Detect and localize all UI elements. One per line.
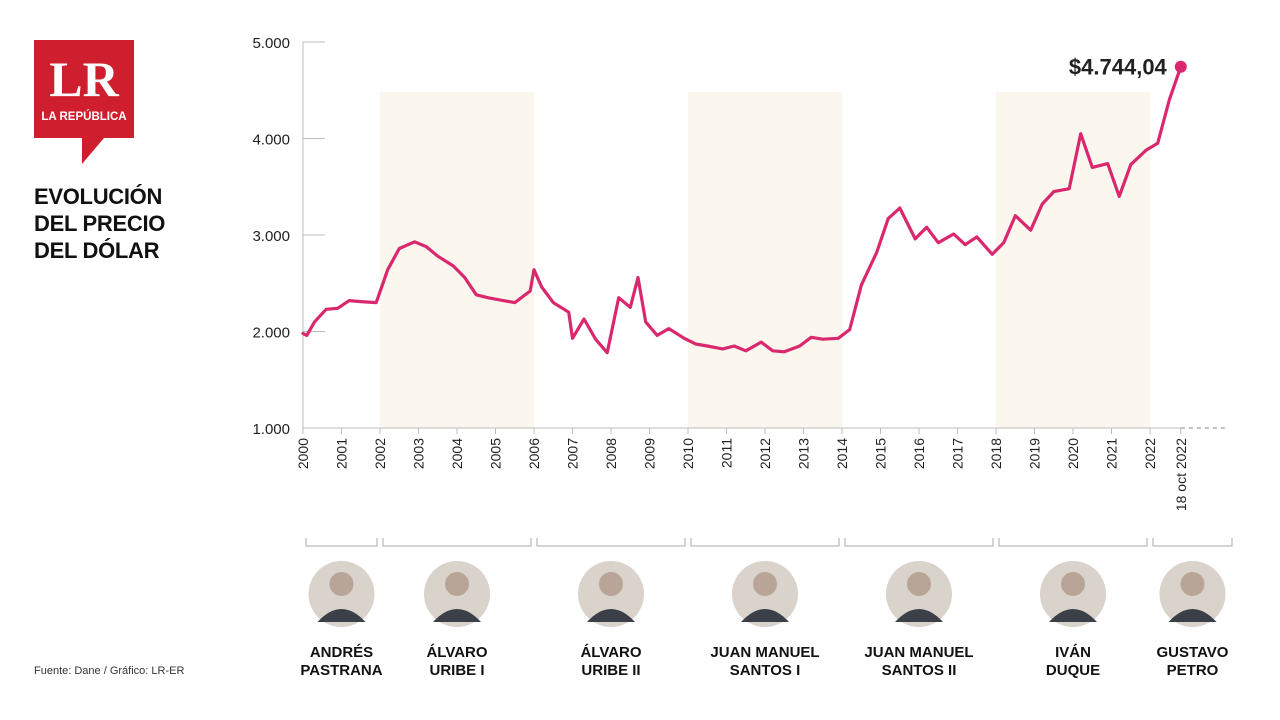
president-name-line1: JUAN MANUEL bbox=[710, 644, 819, 661]
x-tick-label: 2017 bbox=[950, 438, 966, 469]
term-band bbox=[996, 92, 1150, 428]
president-name-line2: PETRO bbox=[1167, 662, 1219, 679]
portrait-head bbox=[445, 572, 469, 596]
portrait-head bbox=[907, 572, 931, 596]
president-name-line1: GUSTAVO bbox=[1157, 644, 1229, 661]
y-tick-label: 4.000 bbox=[252, 132, 290, 149]
term-bracket bbox=[844, 538, 994, 547]
x-tick-label: 2011 bbox=[719, 438, 735, 468]
dollar-price-line bbox=[301, 65, 1183, 355]
x-tick-label: 2013 bbox=[796, 438, 812, 469]
president-name-line2: PASTRANA bbox=[300, 662, 382, 679]
portrait-body bbox=[1168, 609, 1217, 622]
president-name-line1: ÁLVARO bbox=[426, 644, 487, 661]
president-name-line2: SANTOS II bbox=[882, 662, 957, 679]
last-value-label: $4.744,04 bbox=[1069, 55, 1168, 80]
term-bracket bbox=[305, 538, 378, 547]
portrait-head bbox=[599, 572, 623, 596]
x-tick-label: 2020 bbox=[1065, 438, 1081, 469]
x-tick-label: 18 oct 2022 bbox=[1173, 438, 1189, 511]
portrait-head bbox=[1061, 572, 1085, 596]
logo-text: LR bbox=[49, 51, 119, 107]
x-tick-label: 2022 bbox=[1142, 438, 1158, 469]
y-tick-label: 5.000 bbox=[252, 35, 290, 52]
title-line: DEL DÓLAR bbox=[34, 238, 160, 263]
x-tick-label: 2003 bbox=[411, 438, 427, 469]
title-line: DEL PRECIO bbox=[34, 211, 166, 236]
y-tick-label: 3.000 bbox=[252, 228, 290, 245]
president-name-line2: SANTOS I bbox=[730, 662, 801, 679]
portrait-head bbox=[329, 572, 354, 596]
x-tick-label: 2019 bbox=[1027, 438, 1043, 469]
x-tick-label: 2002 bbox=[372, 438, 388, 469]
x-tick-label: 2008 bbox=[603, 438, 619, 469]
president-name-line1: IVÁN bbox=[1055, 644, 1091, 661]
y-tick-label: 2.000 bbox=[252, 325, 290, 342]
portrait-head bbox=[1180, 572, 1205, 596]
portrait-body bbox=[317, 609, 366, 622]
portrait-body bbox=[587, 609, 635, 622]
portrait-head bbox=[753, 572, 777, 596]
term-bracket bbox=[382, 538, 532, 547]
x-tick-label: 2000 bbox=[295, 438, 311, 469]
term-bracket bbox=[536, 538, 686, 547]
x-tick-label: 2021 bbox=[1104, 438, 1120, 469]
x-tick-label: 2009 bbox=[642, 438, 658, 469]
y-tick-label: 1.000 bbox=[252, 421, 290, 438]
portrait-body bbox=[433, 609, 481, 622]
logo-subtext: LA REPÚBLICA bbox=[41, 110, 126, 123]
president-name-line2: DUQUE bbox=[1046, 662, 1100, 679]
last-value-point bbox=[1174, 60, 1187, 73]
term-bracket bbox=[690, 538, 840, 547]
x-tick-label: 2007 bbox=[565, 438, 581, 469]
x-tick-label: 2018 bbox=[988, 438, 1004, 469]
x-tick-label: 2001 bbox=[334, 438, 350, 469]
la-republica-logo: LR LA REPÚBLICA bbox=[34, 40, 134, 164]
president-name-line1: ÁLVARO bbox=[580, 644, 641, 661]
portrait-body bbox=[741, 609, 789, 622]
x-tick-label: 2014 bbox=[834, 438, 850, 469]
portrait-body bbox=[895, 609, 943, 622]
portrait-body bbox=[1049, 609, 1097, 622]
x-tick-label: 2005 bbox=[488, 438, 504, 469]
term-bracket bbox=[1152, 538, 1233, 547]
president-name-line2: URIBE I bbox=[429, 662, 484, 679]
term-band bbox=[380, 92, 534, 428]
x-tick-label: 2012 bbox=[757, 438, 773, 469]
source-note: Fuente: Dane / Gráfico: LR-ER bbox=[34, 665, 185, 677]
x-tick-label: 2010 bbox=[680, 438, 696, 469]
title-line: EVOLUCIÓN bbox=[34, 184, 163, 209]
x-tick-label: 2015 bbox=[873, 438, 889, 469]
president-name-line1: JUAN MANUEL bbox=[864, 644, 973, 661]
x-tick-label: 2016 bbox=[911, 438, 927, 469]
president-name-line1: ANDRÉS bbox=[310, 644, 373, 661]
x-tick-label: 2006 bbox=[526, 438, 542, 469]
term-bracket bbox=[998, 538, 1148, 547]
x-tick-label: 2004 bbox=[449, 438, 465, 469]
chart-title: EVOLUCIÓN DEL PRECIO DEL DÓLAR bbox=[34, 183, 165, 264]
term-band bbox=[688, 92, 842, 428]
president-name-line2: URIBE II bbox=[581, 662, 640, 679]
